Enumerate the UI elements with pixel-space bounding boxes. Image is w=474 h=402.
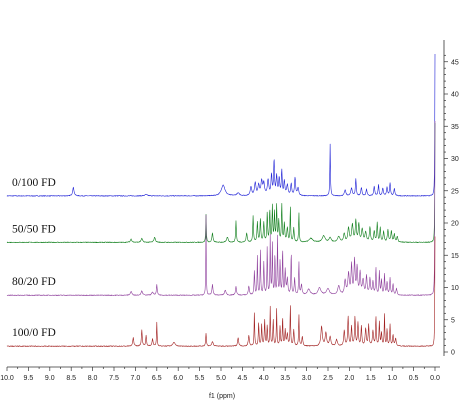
- spectrum-trace: [6, 236, 436, 347]
- spectrum-trace: [6, 54, 436, 197]
- x-tick-label: 5.5: [195, 375, 205, 382]
- x-tick-label: 1.5: [366, 375, 376, 382]
- y-tick-label: 5: [451, 317, 455, 324]
- x-tick-label: 1.0: [387, 375, 397, 382]
- x-tick-label: 2.5: [323, 375, 333, 382]
- x-tick-label: 8.5: [66, 375, 76, 382]
- y-tick-label: 10: [451, 285, 459, 292]
- sample-label: 50/50 FD: [12, 223, 56, 235]
- y-tick-label: 45: [451, 59, 459, 66]
- sample-label: 100/0 FD: [12, 327, 56, 339]
- x-tick-label: 4.0: [259, 375, 269, 382]
- y-tick-label: 15: [451, 253, 459, 260]
- x-axis: 10.0 9.5 9.0 8.5 8.0 7.5 7.0 6.5 6.0 5.5 5.0 4.5 4.0…: [0, 366, 440, 400]
- y-ticks: 0 5 10 15 20 25 30 35 40 45: [444, 54, 459, 357]
- x-tick-label: 6.0: [173, 375, 183, 382]
- spectrum-traces: [6, 54, 436, 347]
- y-tick-label: 40: [451, 92, 459, 99]
- y-axis: 0 5 10 15 20 25 30 35 40 45: [443, 40, 459, 357]
- x-tick-label: 8.0: [88, 375, 98, 382]
- y-tick-label: 0: [451, 350, 455, 357]
- x-tick-label: 3.0: [302, 375, 312, 382]
- spectrum-trace: [6, 121, 436, 296]
- x-tick-label: 5.0: [216, 375, 226, 382]
- x-tick-label: 7.0: [131, 375, 141, 382]
- y-tick-label: 30: [451, 156, 459, 163]
- y-tick-label: 25: [451, 188, 459, 195]
- x-tick-label: 4.5: [238, 375, 248, 382]
- x-tick-label: 0.0: [430, 375, 440, 382]
- spectrum-trace: [6, 123, 436, 244]
- x-ticks: 10.0 9.5 9.0 8.5 8.0 7.5 7.0 6.5 6.0 5.5 5.0 4.5 4.0…: [0, 367, 440, 382]
- x-tick-label: 6.5: [152, 375, 162, 382]
- y-tick-label: 35: [451, 124, 459, 131]
- sample-label: 80/20 FD: [12, 276, 56, 288]
- sample-labels: 0/100 FD 50/50 FD 80/20 FD 100/0 FD: [12, 177, 56, 339]
- y-tick-label: 20: [451, 221, 459, 228]
- x-tick-label: 10.0: [0, 375, 14, 382]
- x-tick-label: 2.0: [345, 375, 355, 382]
- x-tick-label: 0.5: [409, 375, 419, 382]
- x-tick-label: 9.5: [24, 375, 34, 382]
- sample-label: 0/100 FD: [12, 177, 56, 189]
- x-axis-title: f1 (ppm): [209, 393, 235, 400]
- x-tick-label: 9.0: [45, 375, 55, 382]
- x-tick-label: 3.5: [280, 375, 290, 382]
- x-tick-label: 7.5: [109, 375, 119, 382]
